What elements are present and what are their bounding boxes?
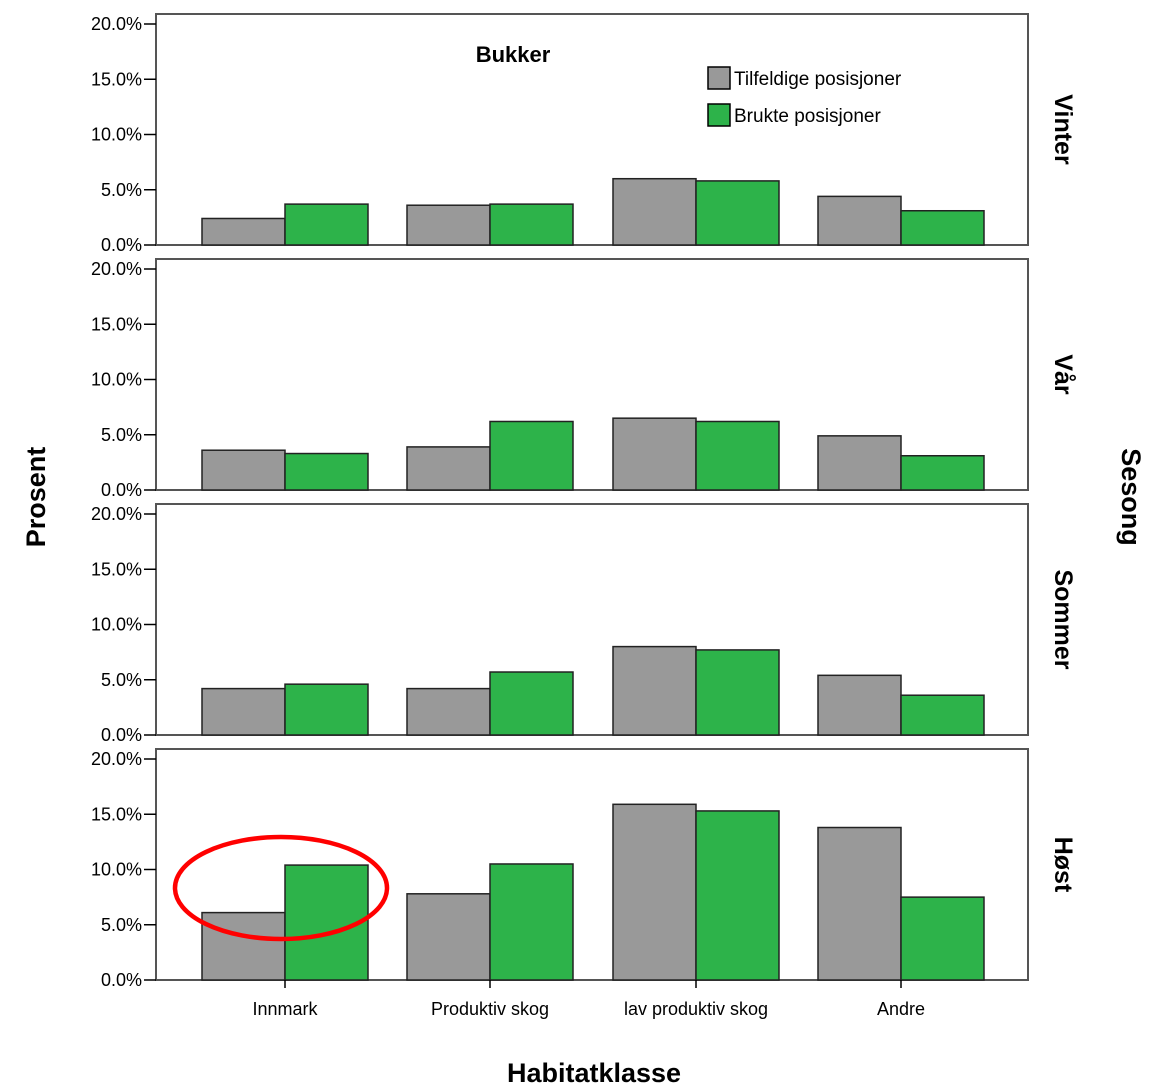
bar-sommer-innmark-random bbox=[201, 687, 286, 736]
panel-sommer: 0.0% 5.0% 10.0% 15.0% 20.0% Sommer bbox=[91, 503, 1077, 745]
y-tick-label: 10.0% bbox=[91, 125, 142, 145]
y-tick-label: 10.0% bbox=[91, 860, 142, 880]
y-tick-label: 15.0% bbox=[91, 69, 142, 89]
category-labels: Innmark Produktiv skog lav produktiv skog A… bbox=[252, 980, 925, 1019]
bar-sommer-lav-produktiv-skog-used bbox=[695, 649, 780, 736]
panel-var: 0.0% 5.0% 10.0% 15.0% 20.0% Vår bbox=[91, 258, 1077, 500]
chart-title: Bukker bbox=[476, 42, 551, 67]
bar-vinter-lav-produktiv-skog-used bbox=[695, 180, 780, 246]
bar-vinter-produktiv-skog-used bbox=[489, 203, 574, 246]
bar-var-lav-produktiv-skog-used bbox=[695, 420, 780, 491]
bar-host-produktiv-skog-random bbox=[406, 893, 491, 981]
bar-vinter-innmark-used bbox=[284, 203, 369, 246]
y-tick-label: 0.0% bbox=[101, 480, 142, 500]
y-tick-label: 0.0% bbox=[101, 235, 142, 255]
bar-var-innmark-used bbox=[284, 452, 369, 491]
y-tick-label: 10.0% bbox=[91, 615, 142, 635]
bar-sommer-produktiv-skog-used bbox=[489, 671, 574, 736]
bar-sommer-produktiv-skog-random bbox=[406, 687, 491, 736]
bar-vinter-andre-random bbox=[817, 195, 902, 246]
x-tick-label-lav-produktiv-skog: lav produktiv skog bbox=[624, 999, 768, 1019]
y-tick-label: 20.0% bbox=[91, 749, 142, 769]
bar-sommer-lav-produktiv-skog-random bbox=[612, 645, 697, 736]
legend-swatch-used bbox=[707, 103, 731, 127]
bar-var-lav-produktiv-skog-random bbox=[612, 417, 697, 491]
x-tick-label-andre: Andre bbox=[877, 999, 925, 1019]
facet-axis-title: Sesong bbox=[1116, 448, 1146, 546]
bar-vinter-produktiv-skog-random bbox=[406, 204, 491, 246]
panel-vinter: 0.0% 5.0% 10.0% 15.0% 20.0% Vinter bbox=[91, 13, 1077, 255]
facet-label-sommer: Sommer bbox=[1049, 569, 1077, 669]
bar-vinter-lav-produktiv-skog-random bbox=[612, 177, 697, 246]
bar-var-andre-used bbox=[900, 454, 985, 491]
y-tick-label: 15.0% bbox=[91, 804, 142, 824]
bar-var-innmark-random bbox=[201, 449, 286, 491]
y-tick-label: 5.0% bbox=[101, 425, 142, 445]
legend-swatch-random bbox=[707, 66, 731, 90]
y-tick-label: 10.0% bbox=[91, 370, 142, 390]
bar-vinter-innmark-random bbox=[201, 217, 286, 246]
legend: Tilfeldige posisjoner Brukte posisjoner bbox=[707, 66, 902, 127]
bar-host-lav-produktiv-skog-random bbox=[612, 803, 697, 981]
y-tick-label: 15.0% bbox=[91, 314, 142, 334]
x-tick-label-innmark: Innmark bbox=[252, 999, 318, 1019]
y-tick-label: 20.0% bbox=[91, 14, 142, 34]
y-tick-label: 0.0% bbox=[101, 970, 142, 990]
facet-label-host: Høst bbox=[1049, 837, 1077, 893]
y-tick-label: 20.0% bbox=[91, 259, 142, 279]
bar-host-lav-produktiv-skog-used bbox=[695, 810, 780, 981]
x-axis-title: Habitatklasse bbox=[507, 1058, 681, 1086]
facet-label-var: Vår bbox=[1049, 354, 1077, 395]
bar-var-produktiv-skog-used bbox=[489, 420, 574, 491]
bar-host-innmark-random bbox=[201, 911, 286, 981]
y-tick-label: 5.0% bbox=[101, 915, 142, 935]
bar-host-andre-used bbox=[900, 896, 985, 981]
legend-label-random: Tilfeldige posisjoner bbox=[734, 69, 902, 90]
y-tick-label: 5.0% bbox=[101, 180, 142, 200]
y-tick-label: 0.0% bbox=[101, 725, 142, 745]
bar-var-andre-random bbox=[817, 435, 902, 491]
bar-sommer-andre-used bbox=[900, 694, 985, 736]
bar-vinter-andre-used bbox=[900, 209, 985, 246]
highlight-ellipse bbox=[172, 834, 390, 942]
y-axis-title: Prosent bbox=[21, 447, 51, 548]
panel-host: 0.0% 5.0% 10.0% 15.0% 20.0% Høst bbox=[91, 748, 1077, 990]
x-tick-label-produktiv-skog: Produktiv skog bbox=[431, 999, 549, 1019]
chart-panels: 0.0% 5.0% 10.0% 15.0% 20.0% Vinter 0.0% 5.0% 10.… bbox=[91, 13, 1077, 990]
bar-host-produktiv-skog-used bbox=[489, 863, 574, 981]
y-tick-label: 5.0% bbox=[101, 670, 142, 690]
y-tick-label: 20.0% bbox=[91, 504, 142, 524]
bar-sommer-innmark-used bbox=[284, 683, 369, 736]
y-tick-label: 15.0% bbox=[91, 559, 142, 579]
bar-sommer-andre-random bbox=[817, 674, 902, 736]
bar-host-andre-random bbox=[817, 826, 902, 981]
facet-label-vinter: Vinter bbox=[1049, 94, 1077, 165]
bar-var-produktiv-skog-random bbox=[406, 446, 491, 491]
legend-label-used: Brukte posisjoner bbox=[734, 106, 881, 127]
